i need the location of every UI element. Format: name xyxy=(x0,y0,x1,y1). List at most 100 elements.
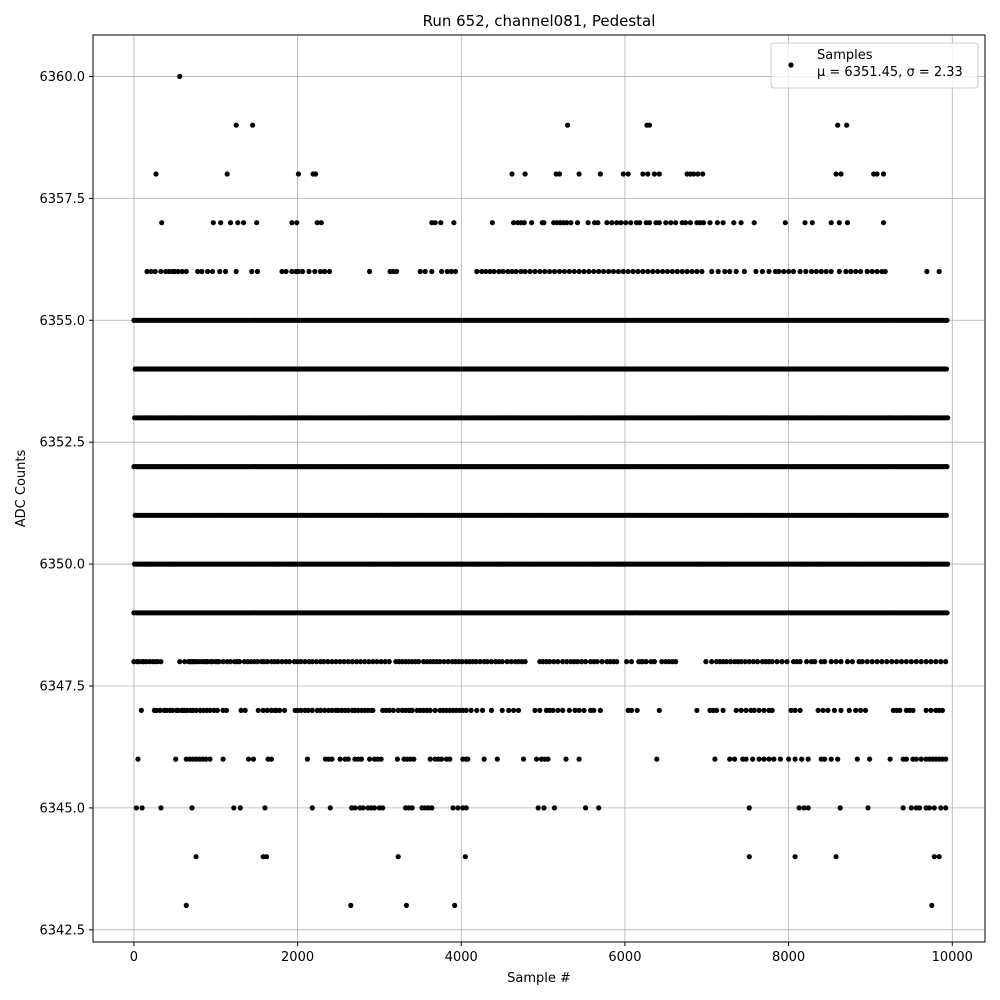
data-point xyxy=(945,415,951,421)
data-point xyxy=(761,707,767,714)
data-point xyxy=(255,707,261,714)
data-point xyxy=(447,756,453,762)
data-point xyxy=(322,707,328,714)
data-point xyxy=(797,659,803,665)
data-point xyxy=(788,707,794,714)
data-point xyxy=(585,220,591,226)
data-point xyxy=(551,805,558,811)
data-point xyxy=(943,512,950,518)
data-point xyxy=(945,561,951,567)
data-point xyxy=(169,707,175,714)
data-point xyxy=(579,659,585,665)
data-point xyxy=(279,268,285,275)
data-point xyxy=(635,268,641,275)
data-point xyxy=(928,707,934,714)
data-point xyxy=(135,756,141,762)
data-point xyxy=(931,805,937,811)
data-point xyxy=(491,268,497,275)
data-point xyxy=(223,707,229,714)
data-point xyxy=(510,220,517,226)
data-point xyxy=(409,707,415,714)
data-point xyxy=(317,707,324,714)
data-point xyxy=(183,902,189,909)
data-point xyxy=(318,220,324,226)
data-point xyxy=(148,268,154,275)
data-point xyxy=(709,659,715,665)
data-point xyxy=(620,268,626,275)
data-point xyxy=(669,268,676,275)
data-point xyxy=(451,220,457,226)
data-point xyxy=(835,756,841,762)
data-point xyxy=(532,268,538,275)
data-point xyxy=(742,659,748,665)
data-point xyxy=(254,220,260,226)
data-point xyxy=(505,268,511,275)
data-point xyxy=(152,268,158,275)
data-point xyxy=(640,171,646,177)
data-point xyxy=(462,854,468,860)
data-point xyxy=(591,268,597,275)
data-point xyxy=(923,707,929,714)
data-point xyxy=(808,268,815,275)
data-point xyxy=(936,268,942,275)
data-point xyxy=(650,268,656,275)
data-point xyxy=(474,707,480,714)
data-point xyxy=(699,268,705,275)
data-point xyxy=(317,268,324,275)
data-point xyxy=(805,756,811,762)
data-point xyxy=(746,805,752,811)
data-point xyxy=(645,171,651,177)
data-point xyxy=(756,756,762,762)
data-point xyxy=(614,659,620,665)
data-point xyxy=(766,268,772,275)
data-point xyxy=(624,659,630,665)
data-point xyxy=(515,707,522,714)
data-point xyxy=(448,268,454,275)
data-point xyxy=(313,171,319,177)
data-point xyxy=(390,707,396,714)
data-point xyxy=(450,805,456,811)
data-point xyxy=(245,756,252,762)
data-point xyxy=(429,805,435,811)
data-point xyxy=(894,659,900,665)
data-point xyxy=(923,659,929,665)
data-point xyxy=(918,659,924,665)
data-point xyxy=(656,171,662,177)
data-point xyxy=(918,756,924,762)
data-point xyxy=(727,659,734,665)
data-point xyxy=(474,268,480,275)
data-point xyxy=(352,805,358,811)
data-point xyxy=(522,659,528,665)
legend: Samples μ = 6351.45, σ = 2.33 xyxy=(770,42,979,89)
data-point xyxy=(518,268,524,275)
data-point xyxy=(313,659,319,665)
data-point xyxy=(264,707,270,714)
data-point xyxy=(260,707,266,714)
data-point xyxy=(771,756,777,762)
data-point xyxy=(614,220,620,226)
data-point xyxy=(509,171,515,177)
data-point xyxy=(207,756,213,762)
data-point xyxy=(663,220,669,226)
legend-series-name: Samples xyxy=(817,48,873,63)
data-point xyxy=(712,756,718,762)
data-point xyxy=(869,268,875,275)
data-point xyxy=(395,854,401,860)
data-point xyxy=(254,268,261,275)
data-point xyxy=(769,659,775,665)
data-point xyxy=(792,707,798,714)
data-point xyxy=(183,268,189,275)
data-point xyxy=(803,268,809,275)
data-point xyxy=(799,756,805,762)
data-point xyxy=(583,805,589,811)
data-point xyxy=(944,610,950,616)
data-point xyxy=(193,707,199,714)
x-tick-label: 4000 xyxy=(445,950,478,965)
data-point xyxy=(321,659,327,665)
data-point xyxy=(249,268,255,275)
data-point xyxy=(831,707,838,714)
data-point xyxy=(695,171,701,177)
data-point xyxy=(913,756,919,762)
data-point xyxy=(924,268,930,275)
data-point xyxy=(848,268,854,275)
